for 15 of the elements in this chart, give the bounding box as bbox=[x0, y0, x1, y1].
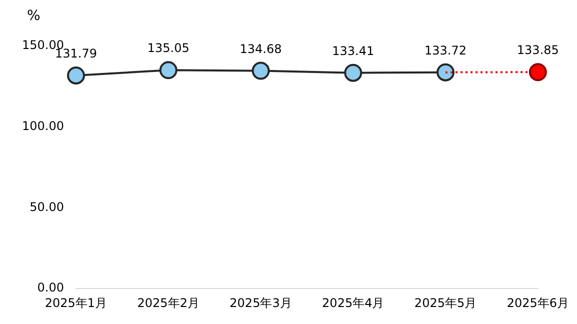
data-label: 133.41 bbox=[332, 44, 374, 58]
data-label: 133.85 bbox=[516, 43, 559, 58]
data-label: 134.68 bbox=[240, 42, 282, 56]
data-label: 133.72 bbox=[424, 43, 467, 58]
x-tick-label: 2025年3月 bbox=[230, 296, 292, 310]
y-tick-label: 50.00 bbox=[30, 200, 64, 214]
x-tick-label: 2025年4月 bbox=[322, 296, 384, 310]
y-tick-label: 100.00 bbox=[22, 118, 64, 133]
x-tick-label: 2025年5月 bbox=[414, 296, 477, 310]
x-tick-label: 2025年6月 bbox=[506, 296, 570, 310]
y-tick-label: 0.00 bbox=[37, 280, 64, 295]
x-tick-label: 2025年2月 bbox=[137, 296, 200, 310]
x-tick-label: 2025年1月 bbox=[44, 296, 108, 310]
data-label: 135.05 bbox=[147, 41, 190, 56]
y-axis-title: % bbox=[27, 8, 40, 24]
